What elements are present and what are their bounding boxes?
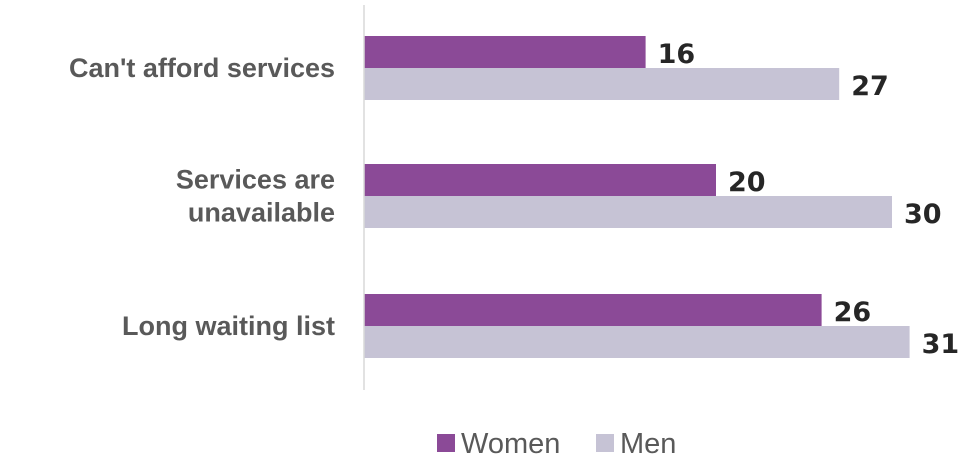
value-labels: 16 27 20 30 26 31 [658,39,960,360]
category-label: Services are [176,165,335,195]
category-label: Can't afford services [69,53,335,83]
legend-swatch-men [596,434,614,452]
bar-women [364,36,646,68]
category-label: Long waiting list [122,311,335,341]
category-labels: Can't afford services Services areunavail… [69,53,335,341]
category-label: unavailable [188,198,335,228]
data-label: 20 [728,167,766,198]
bar-women [364,164,716,196]
data-label: 26 [834,297,872,328]
bar-women [364,294,822,326]
bar-men [364,68,840,100]
bar-men [364,196,892,228]
data-label: 31 [922,329,960,360]
data-label: 27 [851,71,889,102]
legend-swatch-women [437,434,455,452]
data-label: 16 [658,39,696,70]
legend-label-women: Women [461,428,560,460]
legend-label-men: Men [620,428,676,460]
bars [364,36,910,358]
data-label: 30 [904,199,942,230]
bar-men [364,326,910,358]
legend: Women Men [437,428,676,460]
